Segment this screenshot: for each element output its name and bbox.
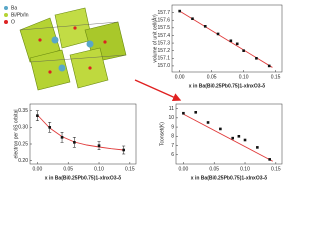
y-tick-label: 157.2 [157, 48, 170, 54]
x-tick-label: 0.05 [207, 74, 217, 80]
x-tick-label: 0.00 [33, 166, 43, 172]
data-point [48, 126, 52, 129]
plot-frame [171, 4, 283, 73]
x-axis-label: x in Ba(Bi0.25Pb0.75)1-xInxO3-δ [45, 175, 121, 181]
data-point [60, 136, 64, 139]
legend-label: Bi/Pb/In [11, 12, 29, 18]
o-atom [38, 38, 42, 42]
legend-marker [4, 6, 8, 10]
data-point [231, 136, 234, 140]
cell-edge [29, 54, 127, 63]
y-tick-label: 7 [171, 143, 174, 149]
data-point [268, 158, 271, 161]
data-point [235, 42, 239, 46]
y-tick-label: 8 [171, 134, 174, 140]
ba-atom [51, 36, 59, 44]
x-axis-label: x in Ba(Bi0.25Pb0.75)1-xInxO3-δ [189, 83, 265, 89]
legend-marker [4, 13, 8, 17]
y-axis-label: Tconset(K) [159, 122, 165, 146]
fit-line [183, 113, 273, 162]
x-tick-label: 0.10 [240, 166, 250, 172]
ba-atom [86, 40, 94, 48]
x-tick-label: 0.15 [271, 74, 281, 80]
legend-label: Ba [11, 5, 17, 11]
figure: Ba Bi/Pb/In O 0.00 0.05 0.10 0.15 157.0157.1… [4, 4, 283, 181]
crystal-structure: Ba Bi/Pb/In O [4, 5, 127, 91]
y-tick-label: 157.1 [157, 56, 170, 62]
x-tick-label: 0.00 [175, 74, 185, 80]
ba-atom [58, 64, 66, 72]
data-point [267, 64, 271, 68]
y-tick-label: 0.35 [18, 108, 28, 114]
data-point [203, 25, 207, 28]
y-tick-label: 0.20 [18, 158, 28, 164]
x-tick-label: 0.05 [63, 166, 73, 172]
y-tick-label: 6 [171, 152, 174, 158]
y-tick-label: 0.25 [18, 141, 28, 147]
y-tick-label: 157.6 [157, 18, 170, 24]
o-atom [103, 40, 107, 44]
o-atom [48, 70, 52, 74]
fit-line [37, 114, 124, 151]
legend-label: O [11, 19, 15, 25]
o-atom [88, 66, 92, 70]
o-atom [73, 26, 77, 30]
y-tick-label: 10 [168, 115, 174, 121]
data-point [237, 135, 241, 138]
plot-frame [175, 103, 283, 165]
data-point [206, 121, 210, 124]
y-axis-label: volume of unit cell(Å³) [151, 14, 158, 63]
data-point [255, 56, 258, 60]
data-point [256, 146, 259, 149]
data-point [194, 111, 198, 114]
data-point [178, 9, 181, 13]
y-tick-label: 157.4 [157, 33, 170, 39]
x-tick-label: 0.10 [239, 74, 249, 80]
plot-frame [29, 103, 137, 165]
y-tick-label: 157.3 [157, 40, 170, 46]
x-tick-label: 0.10 [94, 166, 104, 172]
data-point [216, 32, 220, 36]
data-point [182, 111, 185, 115]
data-point [242, 49, 245, 52]
x-axis-label: x in Ba(Bi0.25Pb0.75)1-xInxO3-δ [191, 175, 267, 181]
cell-edge [19, 21, 119, 31]
data-point [219, 127, 222, 131]
y-tick-label: 157.0 [157, 63, 170, 69]
data-point [73, 141, 76, 144]
x-tick-label: 0.05 [209, 166, 219, 172]
y-tick-label: 11 [169, 106, 174, 112]
x-tick-label: 0.15 [271, 166, 281, 172]
y-axis-label: electron per 6S orbital [13, 110, 19, 159]
legend-marker [4, 20, 8, 24]
x-tick-label: 0.15 [125, 166, 135, 172]
y-tick-label: 157.7 [157, 10, 170, 16]
x-tick-label: 0.00 [179, 166, 189, 172]
data-point [191, 17, 194, 21]
arrow [134, 79, 182, 101]
data-point [243, 138, 247, 142]
data-point [122, 148, 125, 152]
y-tick-label: 0.30 [18, 125, 28, 131]
data-point [97, 144, 101, 147]
y-tick-label: 9 [171, 124, 174, 130]
data-point [229, 39, 233, 43]
y-tick-label: 157.5 [157, 25, 170, 31]
data-point [36, 114, 39, 117]
